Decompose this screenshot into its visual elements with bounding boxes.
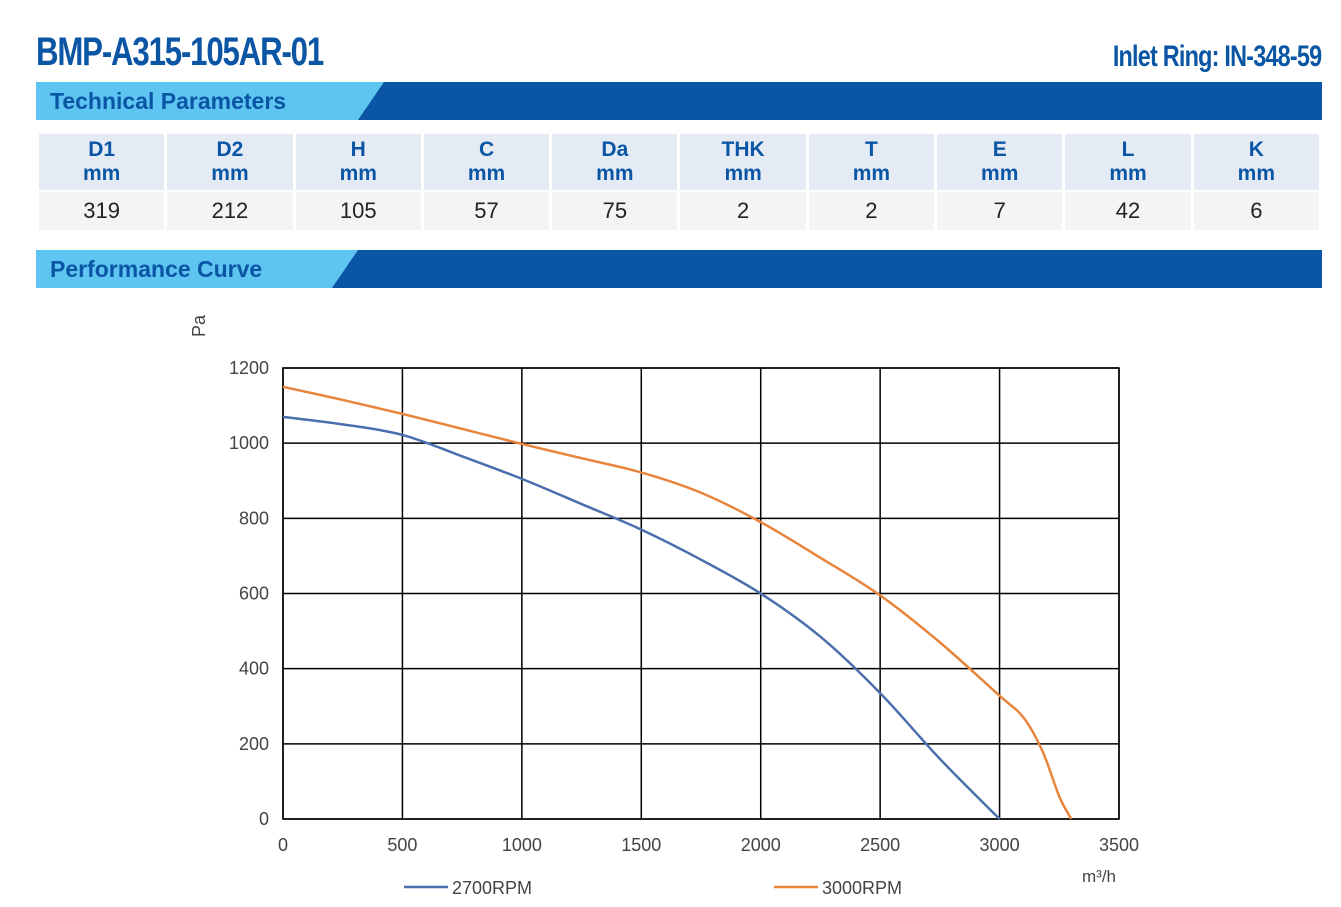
y-tick-label: 1000 [229,433,269,453]
x-tick-label: 500 [387,835,417,855]
x-tick-label: 2500 [860,835,900,855]
series-line-3000rpm [282,385,1073,820]
param-unit: mm [1237,162,1276,185]
x-axis-label: m³/h [1082,867,1116,886]
param-unit: mm [82,162,121,185]
x-tick-label: 3000 [980,835,1020,855]
parameter-value-row: 319 212 105 57 75 2 2 7 42 6 [39,190,1319,230]
y-tick-label: 800 [239,508,269,528]
param-name: E [992,138,1007,161]
param-name: THK [721,138,765,161]
param-header-da: Da mm [552,134,678,190]
param-name: H [350,138,366,161]
param-value-h: 105 [295,190,421,230]
param-value-d1: 319 [39,190,165,230]
y-axis-label: Pa [189,314,209,337]
param-unit: mm [852,162,891,185]
banner-shape [36,250,1322,288]
performance-chart: 0 500 1000 1500 2000 2500 3000 3500 0 200 400 600 80… [189,314,1139,898]
param-value-c: 57 [423,190,550,230]
x-tick-label: 1000 [502,835,542,855]
param-value-da: 75 [552,190,678,230]
x-tick-label: 2000 [741,835,781,855]
param-value-k: 6 [1193,190,1319,230]
legend-label: 3000RPM [822,878,902,898]
param-name: C [478,138,495,161]
param-name: D2 [216,138,244,161]
performance-curve-heading: Performance Curve [50,256,263,282]
legend-label: 2700RPM [452,878,532,898]
param-value-t: 2 [808,190,935,230]
param-value-d2: 212 [167,190,293,230]
param-name: Da [601,138,629,161]
technical-parameters-banner: Technical Parameters [36,82,1322,120]
product-title: BMP-A315-105AR-01 [36,30,324,74]
param-unit: mm [467,162,506,185]
param-unit: mm [724,162,762,185]
param-value-thk: 2 [680,190,806,230]
param-unit: mm [339,162,377,185]
param-unit: mm [1109,162,1147,185]
param-name: T [865,138,878,161]
inlet-ring-label: Inlet Ring: IN-348-59 [1112,40,1321,73]
param-header-thk: THK mm [680,134,806,190]
param-unit: mm [981,162,1019,185]
x-tick-label: 3500 [1099,835,1139,855]
y-tick-label: 600 [239,584,269,604]
param-value-e: 7 [937,190,1063,230]
param-value-l: 42 [1065,190,1191,230]
param-header-d2: D2 mm [167,134,293,190]
performance-curve-banner: Performance Curve [36,250,1322,288]
param-name: L [1121,138,1135,161]
plot-frame [282,367,1120,820]
y-tick-label: 200 [239,734,269,754]
technical-parameters-heading: Technical Parameters [50,88,287,114]
y-tick-label: 0 [259,809,269,829]
series-line-2700rpm [282,415,1001,820]
banner-shape [36,82,1322,120]
x-tick-label: 0 [278,835,288,855]
param-name: D1 [88,138,116,161]
param-header-d1: D1 mm [39,134,165,190]
y-tick-label: 400 [239,659,269,679]
x-tick-label: 1500 [621,835,661,855]
param-unit: mm [211,162,249,185]
param-unit: mm [596,162,634,185]
param-name: K [1248,138,1264,161]
y-tick-label: 1200 [229,358,269,378]
